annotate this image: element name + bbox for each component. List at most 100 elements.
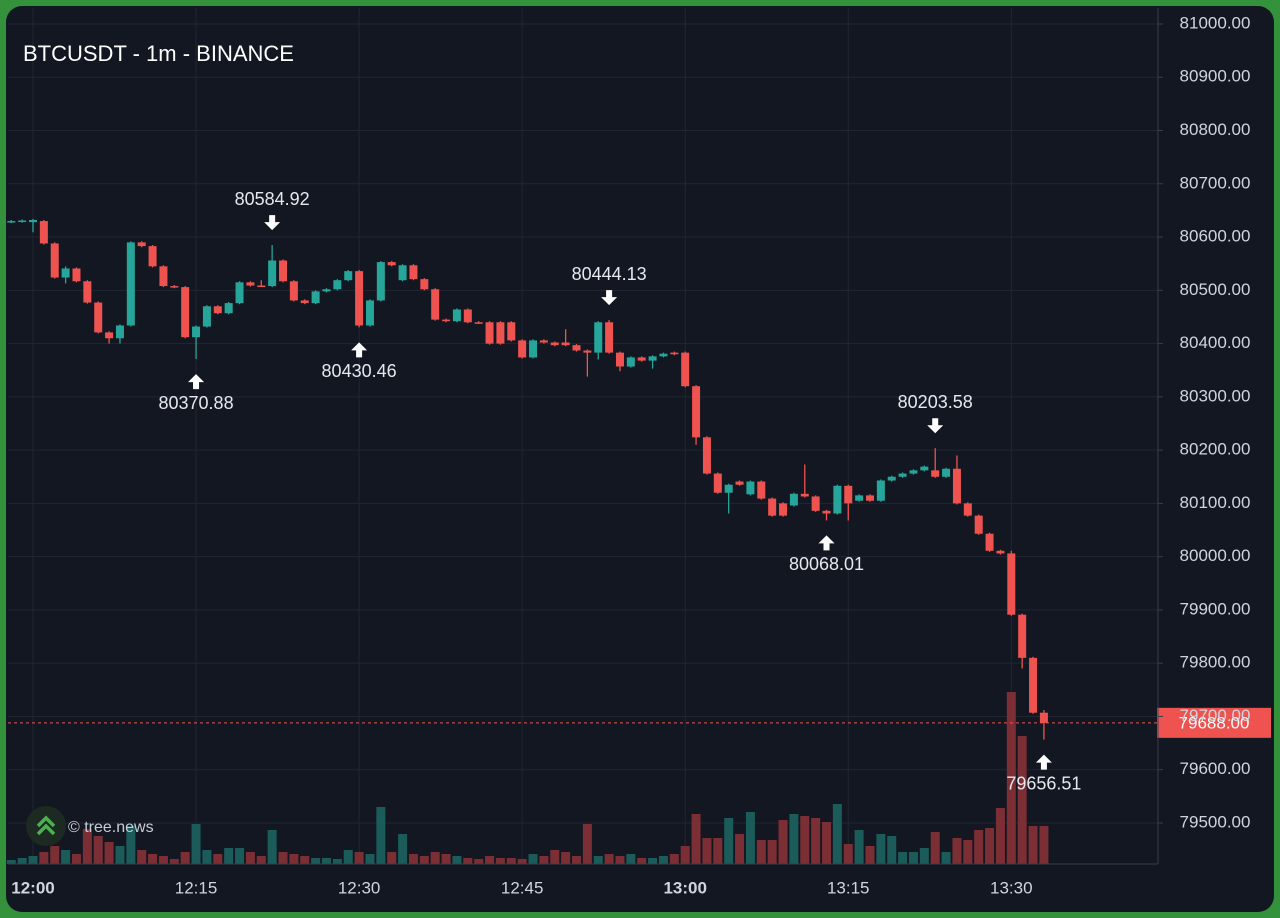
y-tick-label: 79700.00 <box>1180 706 1251 725</box>
last-price-box <box>1157 707 1271 738</box>
candle-body <box>376 262 385 301</box>
candle-body <box>757 481 766 499</box>
x-tick-label: 13:00 <box>663 878 706 897</box>
volume-bar <box>311 858 321 864</box>
candle-body <box>681 352 690 387</box>
logo-chevrons <box>36 815 56 836</box>
annotation-label: 80068.01 <box>789 554 864 574</box>
candle-body <box>202 306 211 327</box>
candle-body <box>692 386 701 438</box>
y-tick-label: 80500.00 <box>1180 280 1251 299</box>
volume-bar <box>843 844 853 864</box>
candle-body <box>61 268 70 278</box>
chart-title: BTCUSDT - 1m - BINANCE <box>23 41 294 66</box>
candle-body <box>605 322 614 353</box>
candle-body <box>300 300 309 304</box>
candle-body <box>659 353 668 357</box>
volume-bar <box>680 846 690 864</box>
volume-bar <box>235 848 245 864</box>
volume-bar <box>561 852 571 864</box>
volume-bar <box>376 807 386 864</box>
annotation-arrow <box>927 418 944 434</box>
volume-bar <box>485 856 495 864</box>
volume-bar <box>191 824 201 864</box>
volume-bar <box>822 822 832 864</box>
volume-bar <box>213 854 223 864</box>
volume-bar <box>158 856 168 864</box>
volume-bar <box>582 824 592 864</box>
y-tick-label: 80900.00 <box>1180 67 1251 86</box>
candle-body <box>942 468 951 477</box>
candle-body <box>626 357 635 367</box>
annotation-label: 80203.58 <box>898 392 973 412</box>
last-price-label: 79688.00 <box>1179 713 1250 732</box>
volume-bar <box>495 858 505 864</box>
volume-bar <box>365 854 375 864</box>
volume-bar <box>1017 736 1027 864</box>
volume-bar <box>832 804 842 864</box>
y-tick-label: 81000.00 <box>1180 13 1251 32</box>
volume-bar <box>539 856 549 864</box>
candle-body <box>865 495 874 501</box>
y-tick-label: 80700.00 <box>1180 173 1251 192</box>
volume-bar <box>713 838 723 864</box>
candle-body <box>126 242 135 326</box>
volume-bar <box>50 846 60 864</box>
candle-body <box>18 220 27 223</box>
candle-body <box>420 279 429 290</box>
watermark: © tree.news <box>68 819 154 836</box>
volume-bar <box>441 854 451 864</box>
y-tick-label: 79800.00 <box>1180 653 1251 672</box>
candle-body <box>148 246 157 267</box>
volume-bar <box>952 838 962 864</box>
volume-bar <box>669 854 679 864</box>
volume-bar <box>637 858 647 864</box>
volume-bar <box>1039 826 1049 864</box>
candle-body <box>289 281 298 301</box>
annotation-label: 79656.51 <box>1006 773 1081 793</box>
candle-body <box>572 345 581 351</box>
candle-body <box>50 243 59 278</box>
annotation-arrow <box>818 535 835 551</box>
candle-body <box>311 291 320 304</box>
x-tick-label: 12:00 <box>11 878 54 897</box>
volume-bar <box>354 852 364 864</box>
candle-body <box>1039 712 1048 723</box>
volume-bar <box>724 818 734 864</box>
candle-body <box>974 515 983 534</box>
volume-bar <box>256 856 266 864</box>
volume-bar <box>963 840 973 864</box>
annotation-arrow <box>601 290 618 306</box>
candle-body <box>344 271 353 281</box>
volume-layer <box>6 692 1049 864</box>
candle-body <box>822 510 831 514</box>
candle-body <box>409 265 418 280</box>
volume-bar <box>71 854 81 864</box>
volume-bar <box>811 818 821 864</box>
y-tick-label: 80200.00 <box>1180 440 1251 459</box>
y-tick-label: 80100.00 <box>1180 493 1251 512</box>
candle-body <box>1018 614 1027 658</box>
volume-bar <box>745 812 755 864</box>
candle-body <box>7 221 16 223</box>
volume-bar <box>104 842 114 864</box>
candle-body <box>224 303 233 314</box>
x-tick-label: 12:30 <box>338 878 381 897</box>
candle-body <box>909 470 918 474</box>
y-tick-label: 79900.00 <box>1180 599 1251 618</box>
candle-body <box>29 220 37 223</box>
candle-body <box>279 260 288 282</box>
candle-body <box>920 466 929 471</box>
volume-bar <box>593 856 603 864</box>
x-tick-label: 12:15 <box>175 878 218 897</box>
candle-body <box>539 340 548 343</box>
candle-body <box>431 289 440 320</box>
annotation-label: 80584.92 <box>235 189 310 209</box>
candle-body <box>94 302 103 333</box>
candle-body <box>952 468 961 504</box>
volume-bar <box>658 856 668 864</box>
volume-bar <box>387 852 397 864</box>
annotation-arrow <box>264 215 281 231</box>
volume-bar <box>735 834 745 864</box>
